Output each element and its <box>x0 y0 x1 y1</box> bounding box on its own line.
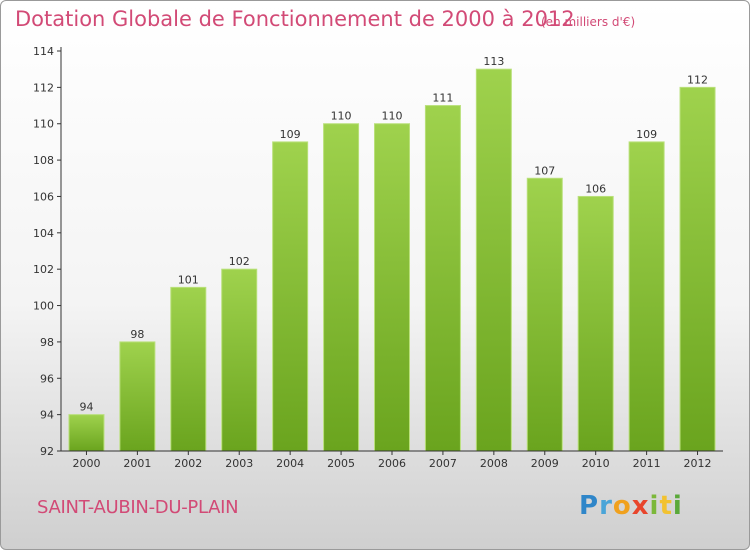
chart-title: Dotation Globale de Fonctionnement de 20… <box>15 7 575 31</box>
y-tick-label: 108 <box>33 154 54 167</box>
value-label-2003: 102 <box>229 255 250 268</box>
bar-2011 <box>628 141 665 452</box>
y-tick-label: 102 <box>33 263 54 276</box>
unit-note: (en milliers d'€) <box>541 15 636 29</box>
value-label-2011: 109 <box>636 128 657 141</box>
bar-2007 <box>424 105 461 452</box>
logo-letter: i <box>672 491 683 521</box>
logo-letter: x <box>631 491 650 521</box>
x-tick-label-2010: 2010 <box>582 457 610 470</box>
value-label-2001: 98 <box>130 328 144 341</box>
logo-letter: t <box>659 491 673 521</box>
x-tick-label-2009: 2009 <box>531 457 559 470</box>
bars-group <box>68 68 716 452</box>
bar-2000 <box>68 414 105 452</box>
value-label-2005: 110 <box>331 110 352 123</box>
x-tick-label-2007: 2007 <box>429 457 457 470</box>
y-tick-label: 100 <box>33 300 54 313</box>
y-tick-label: 96 <box>40 372 54 385</box>
bar-2004 <box>272 141 309 452</box>
y-tick-label: 112 <box>33 81 54 94</box>
bar-2006 <box>374 123 410 452</box>
bar-2001 <box>119 341 156 452</box>
bar-2012 <box>679 86 716 452</box>
bar-2010 <box>577 195 614 452</box>
logo-letter: o <box>612 491 632 521</box>
value-label-2006: 110 <box>382 110 403 123</box>
value-label-2008: 113 <box>483 55 504 68</box>
logo-letter: r <box>599 491 613 521</box>
logo-letter: P <box>579 491 600 521</box>
y-tick-label: 110 <box>33 118 54 131</box>
y-tick-label: 104 <box>33 227 54 240</box>
y-tick-label: 114 <box>33 45 54 58</box>
value-label-2007: 111 <box>432 92 453 105</box>
y-tick-label: 92 <box>40 445 54 458</box>
x-tick-label-2000: 2000 <box>72 457 100 470</box>
y-tick-label: 94 <box>40 409 54 422</box>
value-label-2012: 112 <box>687 73 708 86</box>
value-labels-group: 94 98 101 102 109 110 110 111 113 107 106 109 112 <box>79 55 708 413</box>
x-tick-label-2004: 2004 <box>276 457 304 470</box>
x-tick-label-2006: 2006 <box>378 457 406 470</box>
x-tick-label-2002: 2002 <box>174 457 202 470</box>
bar-2008 <box>475 68 512 452</box>
y-axis: 92 94 96 98 100 102 104 106 108 110 112 114 <box>33 45 62 458</box>
proxiti-logo: Proxiti <box>579 491 683 521</box>
x-tick-label-2012: 2012 <box>684 457 712 470</box>
y-tick-label: 98 <box>40 336 54 349</box>
value-label-2002: 101 <box>178 273 199 286</box>
value-label-2010: 106 <box>585 182 606 195</box>
value-label-2000: 94 <box>79 401 93 414</box>
bar-2009 <box>526 177 563 452</box>
x-tick-label-2003: 2003 <box>225 457 253 470</box>
bar-2003 <box>221 268 258 452</box>
logo-letter: i <box>649 491 660 521</box>
x-tick-label-2011: 2011 <box>633 457 661 470</box>
bar-2005 <box>323 123 360 452</box>
value-label-2009: 107 <box>534 164 555 177</box>
x-tick-label-2001: 2001 <box>123 457 151 470</box>
x-tick-label-2005: 2005 <box>327 457 355 470</box>
x-tick-label-2008: 2008 <box>480 457 508 470</box>
y-tick-label: 106 <box>33 190 54 203</box>
value-label-2004: 109 <box>280 128 301 141</box>
bar-2002 <box>170 286 207 452</box>
commune-name: SAINT-AUBIN-DU-PLAIN <box>37 497 239 518</box>
x-axis: 2000 2001 2002 2003 2004 2005 2006 2007 2008 2009… <box>61 450 723 470</box>
